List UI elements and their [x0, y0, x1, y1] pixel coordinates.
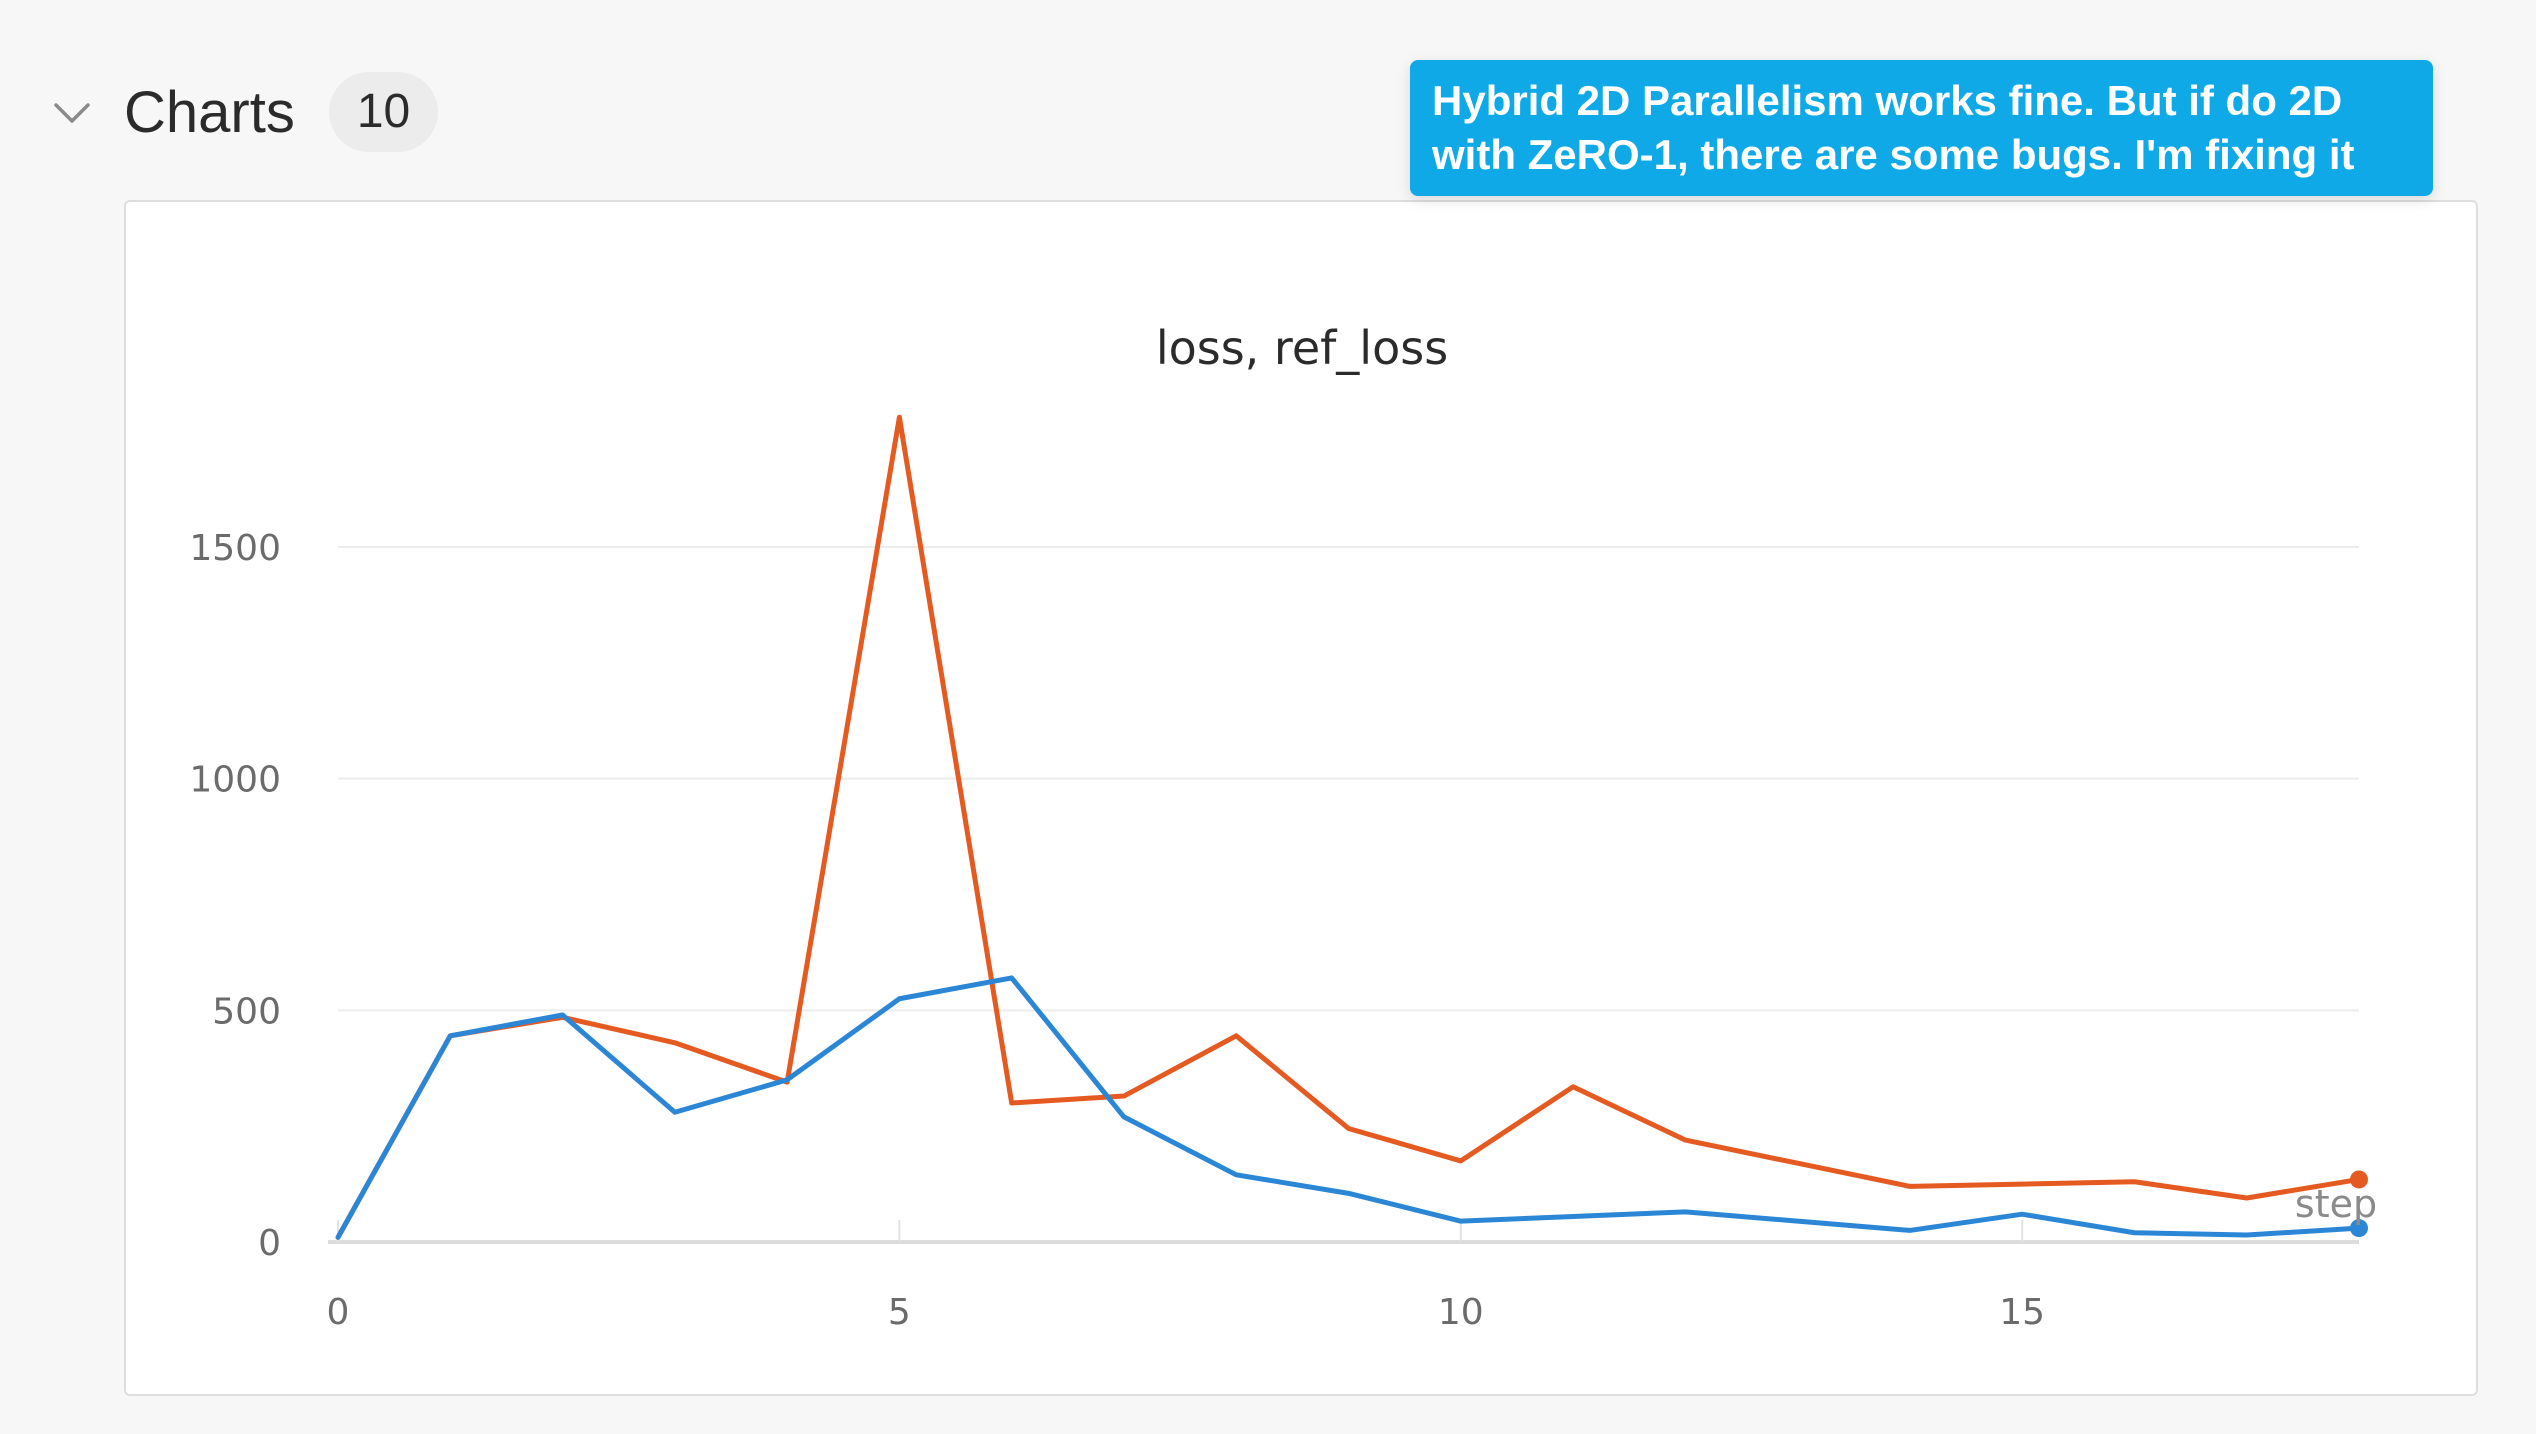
x-tick-label: 10 [1438, 1292, 1484, 1333]
grid-lines [338, 546, 2359, 1012]
x-tick-label: 0 [327, 1292, 350, 1333]
y-tick-label: 1000 [189, 760, 281, 801]
y-tick-label: 1500 [189, 528, 281, 569]
chart-count-badge: 10 [328, 72, 439, 152]
chart-title: loss, ref_loss [1156, 321, 1448, 375]
axes: 0 500 1000 1500 0 5 10 15 [189, 528, 2359, 1333]
section-title: Charts [124, 79, 295, 145]
series-line-2[interactable] [335, 975, 2362, 1240]
x-axis-label: step [2295, 1182, 2377, 1226]
series-lines[interactable] [335, 414, 2368, 1240]
annotation-tooltip: Hybrid 2D Parallelism works fine. But if… [1410, 60, 2433, 196]
y-tick-label: 0 [258, 1223, 281, 1264]
section-header: Charts 10 [50, 70, 439, 154]
chart-panel[interactable]: loss, ref_loss 0 500 1000 1500 0 5 10 15 step [124, 200, 2478, 1396]
series-line-1[interactable] [335, 414, 2362, 1240]
chevron-down-icon[interactable] [50, 90, 94, 134]
x-tick-label: 15 [1999, 1292, 2045, 1333]
x-tick-label: 5 [888, 1292, 911, 1333]
series-end-point[interactable] [2350, 1219, 2368, 1238]
line-chart: loss, ref_loss 0 500 1000 1500 0 5 10 15 step [189, 321, 2377, 1333]
y-tick-label: 500 [212, 991, 281, 1032]
series-end-point[interactable] [2350, 1170, 2368, 1189]
